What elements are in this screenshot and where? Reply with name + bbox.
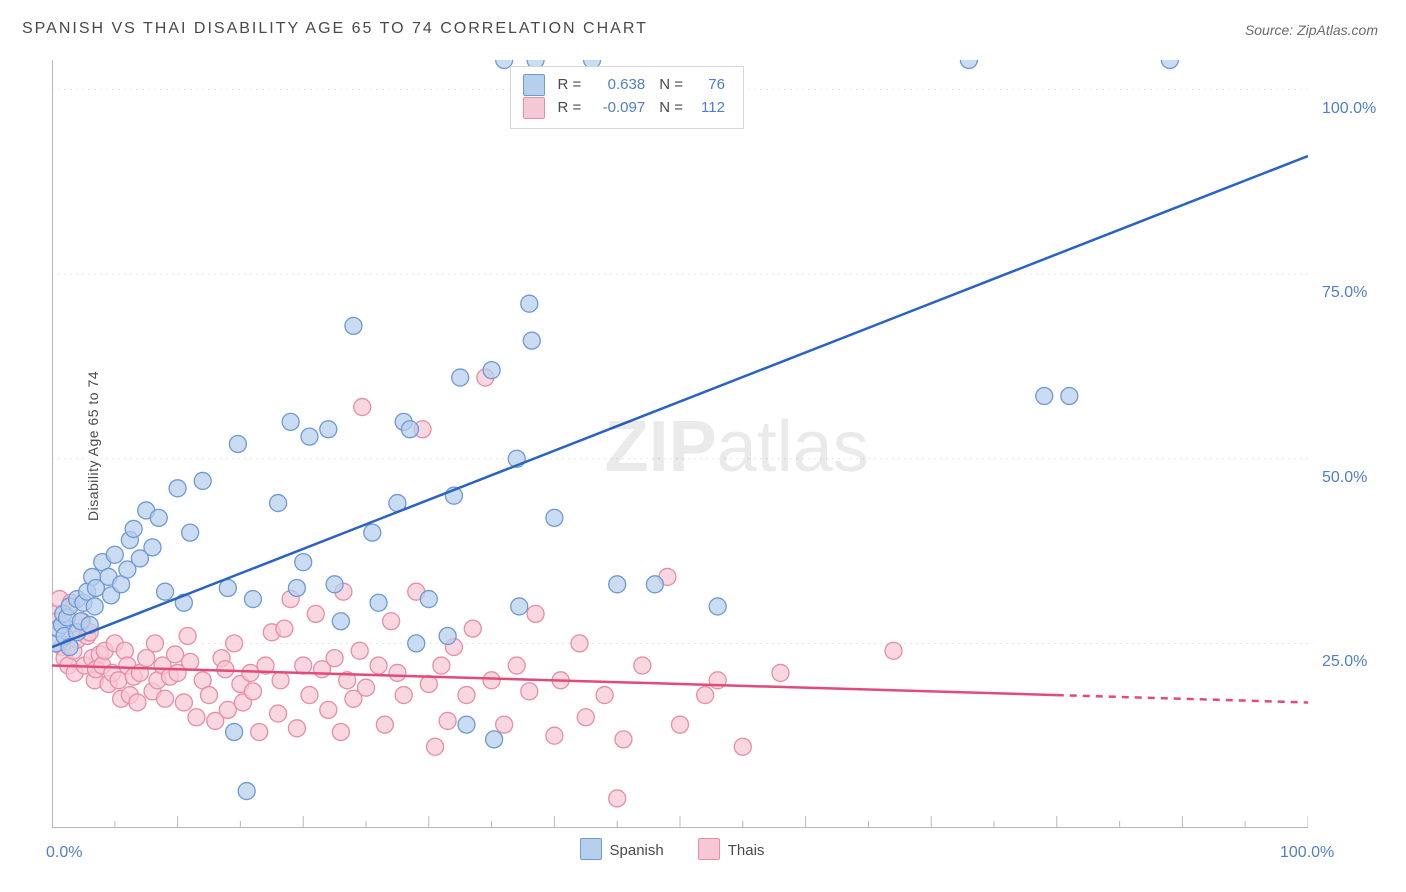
legend-swatch xyxy=(523,97,545,119)
x-axis-max-label: 100.0% xyxy=(1280,844,1334,862)
r-value: -0.097 xyxy=(587,96,645,119)
chart-frame: SPANISH VS THAI DISABILITY AGE 65 TO 74 … xyxy=(0,0,1406,892)
source-prefix: Source: xyxy=(1245,22,1297,38)
chart-title: SPANISH VS THAI DISABILITY AGE 65 TO 74 … xyxy=(22,20,648,38)
legend-swatch xyxy=(580,838,602,860)
corr-legend-row: R = 0.638 N = 76 xyxy=(523,73,725,96)
legend-swatch xyxy=(523,74,545,96)
n-value: 112 xyxy=(689,96,725,119)
scatter-plot xyxy=(52,60,1308,828)
r-value: 0.638 xyxy=(587,73,645,96)
corr-legend-row: R = -0.097 N = 112 xyxy=(523,96,725,119)
legend-item: Thais xyxy=(698,838,765,860)
y-tick-label: 100.0% xyxy=(1322,100,1376,118)
legend-label: Thais xyxy=(728,842,765,859)
y-tick-label: 75.0% xyxy=(1322,284,1367,302)
r-label: R = xyxy=(557,73,581,96)
source-name: ZipAtlas.com xyxy=(1297,22,1378,38)
x-axis-min-label: 0.0% xyxy=(46,844,82,862)
n-label: N = xyxy=(659,73,683,96)
n-label: N = xyxy=(659,96,683,119)
y-tick-label: 50.0% xyxy=(1322,469,1367,487)
y-tick-label: 25.0% xyxy=(1322,653,1367,671)
legend-item: Spanish xyxy=(580,838,664,860)
legend-label: Spanish xyxy=(610,842,664,859)
series-legend: Spanish Thais xyxy=(580,838,765,860)
n-value: 76 xyxy=(689,73,725,96)
r-label: R = xyxy=(557,96,581,119)
legend-swatch xyxy=(698,838,720,860)
source-credit: Source: ZipAtlas.com xyxy=(1245,22,1378,38)
correlation-legend: R = 0.638 N = 76 R = -0.097 N = 112 xyxy=(510,66,744,129)
